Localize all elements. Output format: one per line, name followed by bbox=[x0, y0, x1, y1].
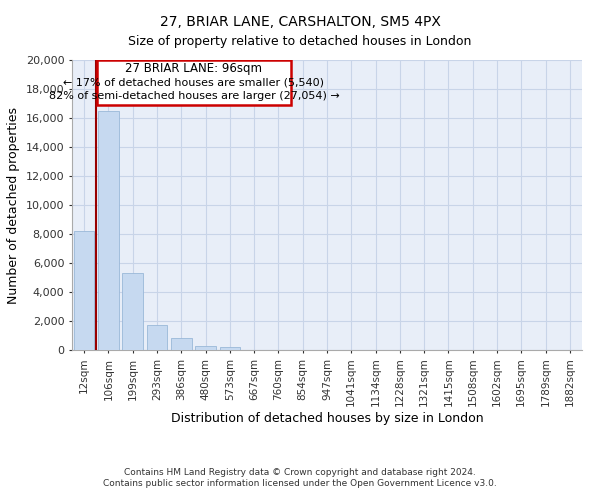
X-axis label: Distribution of detached houses by size in London: Distribution of detached houses by size … bbox=[170, 412, 484, 425]
Y-axis label: Number of detached properties: Number of detached properties bbox=[7, 106, 20, 304]
Text: Contains HM Land Registry data © Crown copyright and database right 2024.
Contai: Contains HM Land Registry data © Crown c… bbox=[103, 468, 497, 487]
FancyBboxPatch shape bbox=[97, 60, 291, 105]
Bar bbox=[146, 324, 167, 350]
Bar bbox=[171, 338, 191, 350]
Text: ← 17% of detached houses are smaller (5,540): ← 17% of detached houses are smaller (5,… bbox=[64, 78, 325, 88]
Bar bbox=[220, 346, 240, 350]
Text: 27 BRIAR LANE: 96sqm: 27 BRIAR LANE: 96sqm bbox=[125, 62, 262, 76]
Bar bbox=[122, 273, 143, 350]
Text: 82% of semi-detached houses are larger (27,054) →: 82% of semi-detached houses are larger (… bbox=[49, 91, 339, 101]
Bar bbox=[74, 231, 94, 350]
Bar bbox=[195, 346, 216, 350]
Text: Size of property relative to detached houses in London: Size of property relative to detached ho… bbox=[128, 35, 472, 48]
Bar bbox=[98, 111, 119, 350]
Text: 27, BRIAR LANE, CARSHALTON, SM5 4PX: 27, BRIAR LANE, CARSHALTON, SM5 4PX bbox=[160, 15, 440, 29]
